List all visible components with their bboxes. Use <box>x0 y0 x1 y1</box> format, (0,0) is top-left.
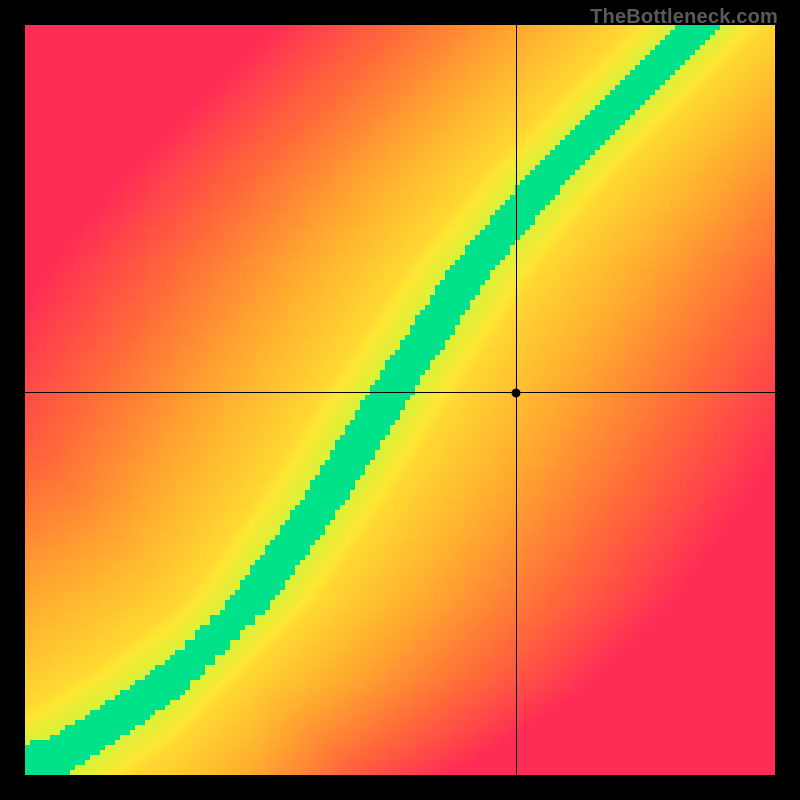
crosshair-horizontal <box>25 392 775 393</box>
chart-frame: TheBottleneck.com <box>0 0 800 800</box>
bottleneck-heatmap <box>25 25 775 775</box>
crosshair-vertical <box>516 25 517 775</box>
crosshair-marker <box>512 388 521 397</box>
